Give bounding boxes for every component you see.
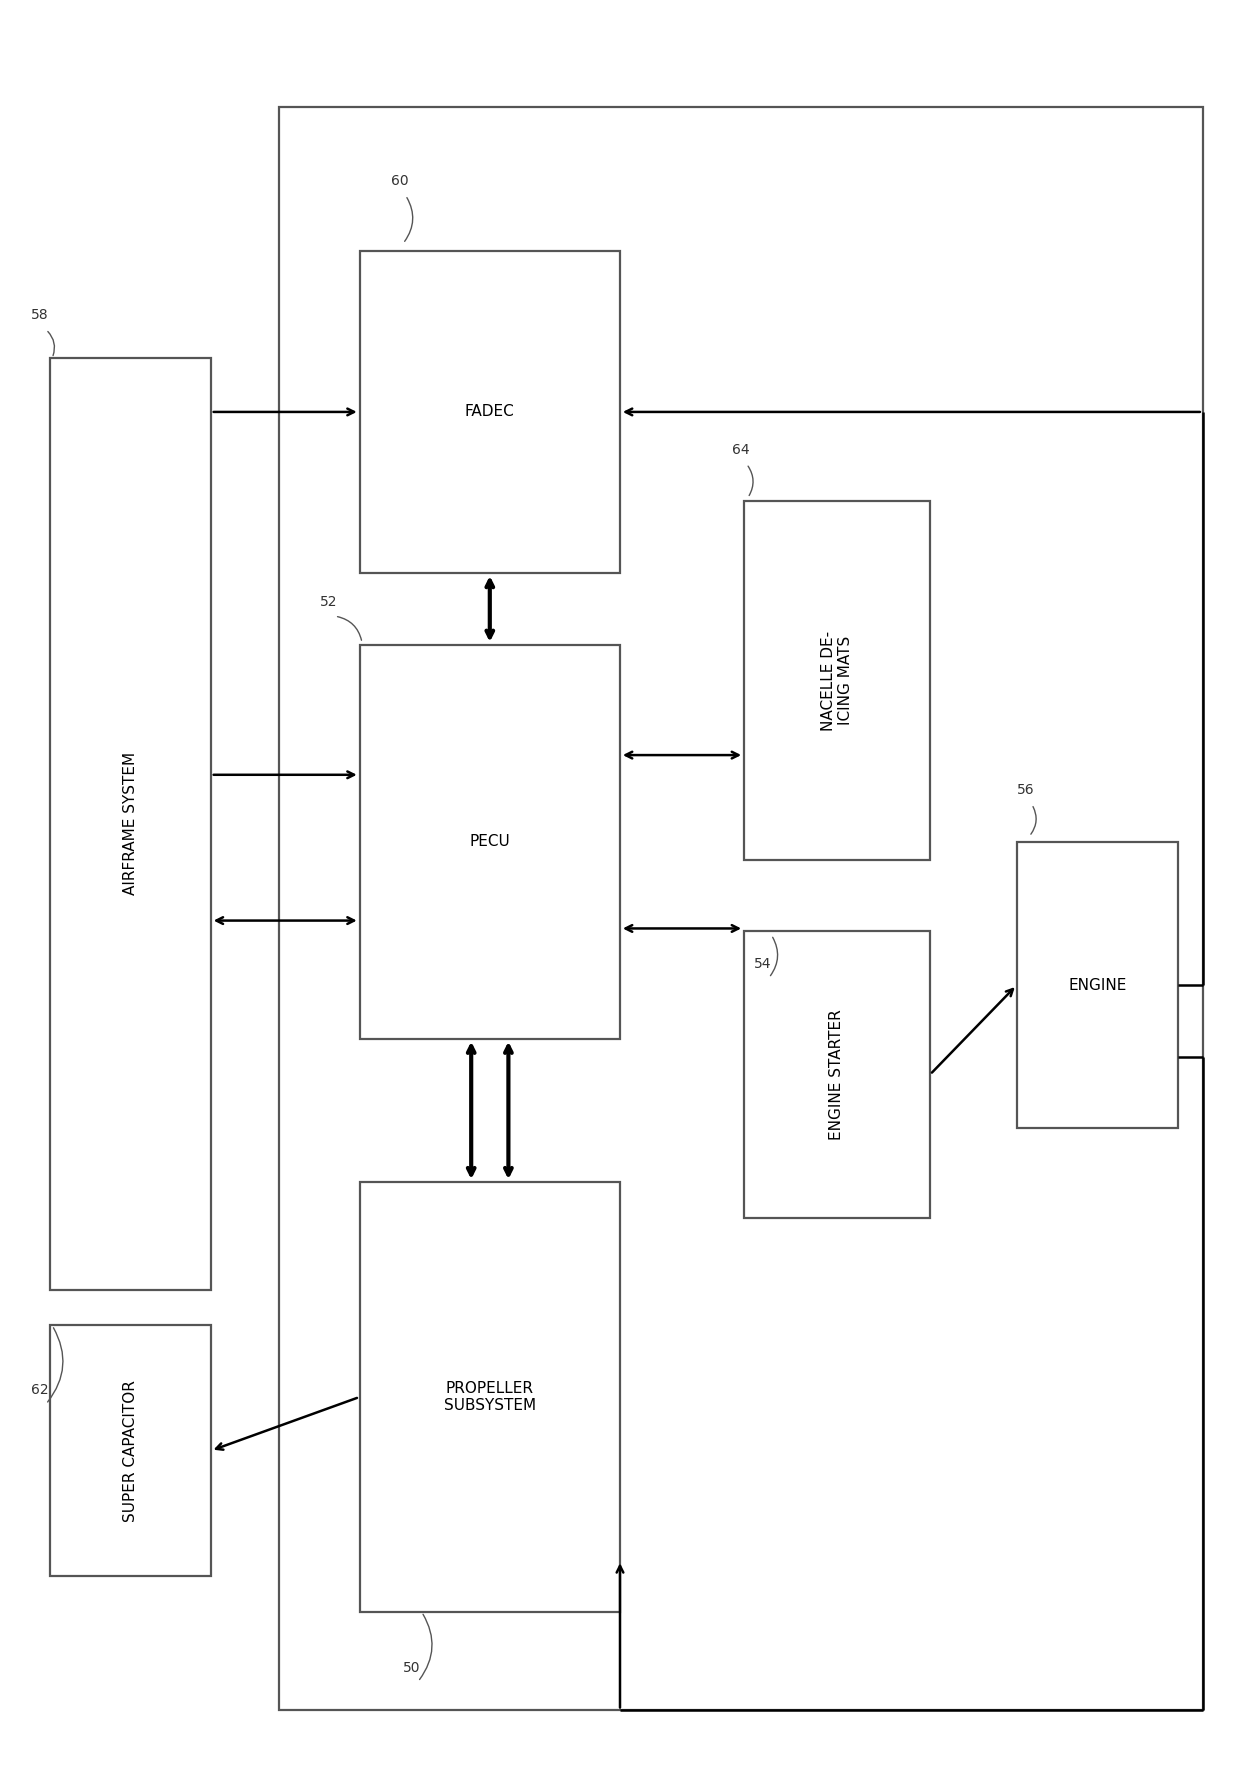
Text: 62: 62 [31,1383,48,1397]
Bar [744,501,930,860]
Text: 52: 52 [320,595,337,609]
Text: SUPER CAPACITOR: SUPER CAPACITOR [123,1379,138,1522]
Bar [1017,842,1178,1128]
Text: PECU: PECU [470,835,510,849]
Bar [360,645,620,1039]
Text: AIRFRAME SYSTEM: AIRFRAME SYSTEM [123,752,138,896]
Bar [50,1325,211,1576]
Text: FADEC: FADEC [465,405,515,419]
Text: 54: 54 [754,956,771,971]
Text: ENGINE STARTER: ENGINE STARTER [830,1008,844,1141]
Bar [744,931,930,1218]
Text: ENGINE: ENGINE [1068,978,1127,992]
Bar [279,107,1203,1710]
Bar [360,1182,620,1612]
Text: 50: 50 [403,1660,420,1675]
Bar [360,251,620,573]
Text: 60: 60 [391,174,408,188]
Text: 58: 58 [31,308,48,322]
Text: 56: 56 [1017,783,1034,797]
Text: NACELLE DE-
ICING MATS: NACELLE DE- ICING MATS [821,630,853,731]
Text: PROPELLER
SUBSYSTEM: PROPELLER SUBSYSTEM [444,1381,536,1413]
Text: 64: 64 [732,442,749,457]
Bar [50,358,211,1290]
